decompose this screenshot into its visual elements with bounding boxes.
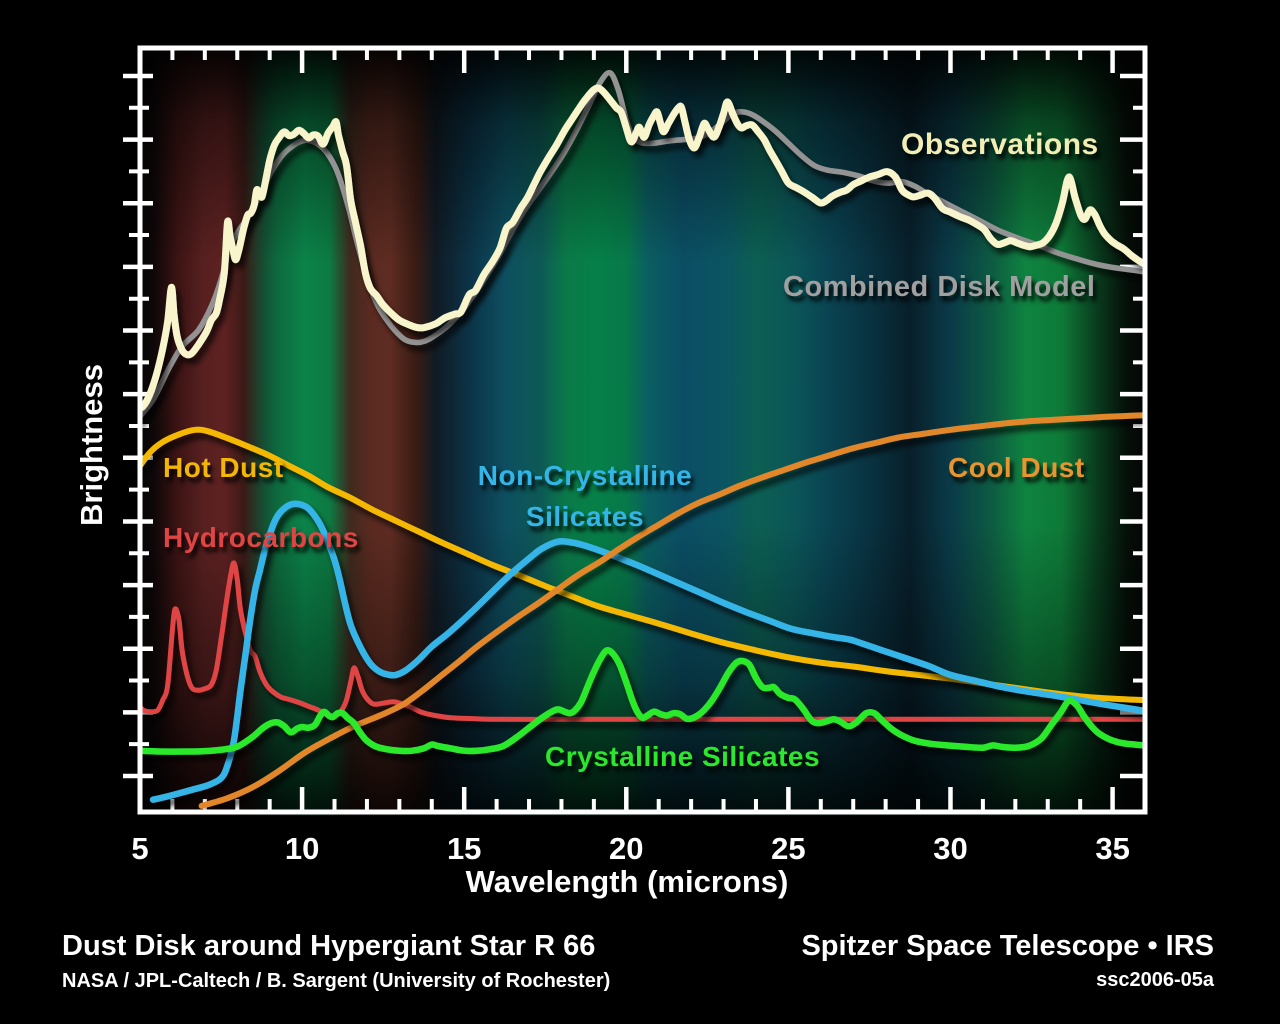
curve-non-crystalline-silicates [149, 500, 1145, 803]
caption-credit: NASA / JPL-Caltech / B. Sargent (Univers… [62, 970, 611, 992]
x-tick-label: 15 [446, 831, 482, 866]
curve-hydrocarbons [140, 560, 1145, 722]
curve-observations [140, 84, 1145, 413]
legend-hot-dust: Hot Dust [163, 452, 284, 483]
x-tick-label: 10 [284, 831, 320, 866]
legend-crystalline-silicates: Crystalline Silicates [545, 741, 821, 772]
legend-observations: Observations [901, 128, 1099, 161]
plot-frame [137, 45, 1148, 815]
x-axis-title: Wavelength (microns) [465, 864, 789, 899]
legend-non-crystalline-silicates: Non-Crystalline Silicates [455, 455, 715, 537]
curve-hot-dust [140, 426, 1145, 704]
curve-cool-dust [198, 412, 1145, 809]
x-tick-label: 35 [1095, 831, 1130, 866]
curve-crystalline-silicates [140, 647, 1145, 755]
caption-image-id: ssc2006-05a [1096, 969, 1214, 991]
legend-combined-disk-model: Combined Disk Model [783, 271, 1096, 303]
legend-cool-dust: Cool Dust [948, 452, 1085, 483]
x-tick-label: 30 [933, 831, 968, 866]
x-tick-label: 20 [609, 831, 644, 866]
caption-observatory: Spitzer Space Telescope • IRS [801, 930, 1214, 962]
caption-title: Dust Disk around Hypergiant Star R 66 [62, 930, 596, 962]
x-tick-label: 25 [771, 831, 806, 866]
legend-hydrocarbons: Hydrocarbons [163, 522, 359, 553]
plot-background [138, 46, 1147, 816]
y-axis-title: Brightness [74, 364, 109, 526]
curve-combined-disk-model [140, 69, 1145, 421]
legend-non-crystalline-line2: Silicates [525, 501, 645, 532]
x-tick-label: 5 [131, 831, 149, 866]
curves-layer [140, 69, 1145, 809]
legend-non-crystalline-line1: Non-Crystalline [477, 460, 693, 491]
